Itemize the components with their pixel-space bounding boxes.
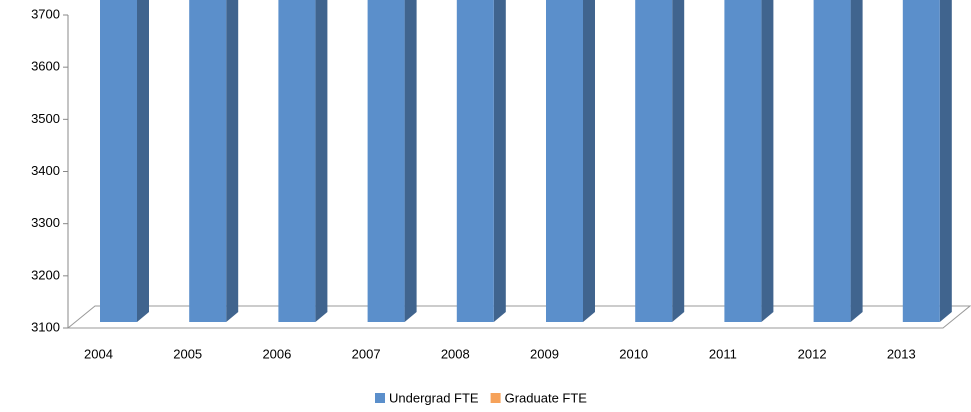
bar-segment <box>546 0 595 322</box>
bar-side <box>315 0 328 322</box>
bar-front <box>724 0 762 322</box>
x-tick-label: 2011 <box>709 346 737 361</box>
bar-side <box>226 0 239 322</box>
x-tick-label: 2005 <box>173 346 202 361</box>
bar-segment <box>189 0 239 322</box>
y-tick-label: 3500 <box>31 111 60 126</box>
x-tick-label: 2007 <box>352 346 381 361</box>
bar-side <box>404 0 417 322</box>
bar-segment <box>278 0 328 322</box>
bar-front <box>189 0 227 322</box>
bar-segment <box>635 0 685 322</box>
bar-segment <box>100 0 149 322</box>
bar-segment <box>813 0 863 322</box>
bar-side <box>672 0 685 322</box>
legend-swatch <box>490 393 501 403</box>
bar-front <box>367 0 405 322</box>
legend-swatch <box>375 393 385 403</box>
bar-front <box>546 0 583 322</box>
x-tick-label: 2013 <box>887 346 916 361</box>
bar-front <box>278 0 316 322</box>
y-tick-label: 3400 <box>31 163 60 178</box>
bar-segment <box>724 0 774 322</box>
bar-segment <box>456 0 506 322</box>
bar-segment <box>902 0 952 322</box>
bar-front <box>100 0 137 322</box>
bar-front <box>456 0 494 322</box>
y-tick-label: 3100 <box>31 319 60 334</box>
y-tick-label: 3700 <box>31 6 60 21</box>
x-tick-label: 2009 <box>530 346 559 361</box>
x-tick-label: 2012 <box>798 346 827 361</box>
bar-front <box>635 0 673 322</box>
y-tick-label: 3200 <box>31 267 60 282</box>
legend-label: Undergrad FTE <box>389 390 479 405</box>
bar-front <box>813 0 851 322</box>
bar-side <box>850 0 863 322</box>
x-tick-label: 2010 <box>619 346 648 361</box>
bar-side <box>493 0 506 322</box>
x-tick-label: 2004 <box>84 346 113 361</box>
bar-side <box>583 0 595 322</box>
bar-side <box>137 0 149 322</box>
bar-side <box>939 0 952 322</box>
floor <box>66 305 971 329</box>
y-tick-label: 3600 <box>31 59 60 74</box>
y-tick-label: 3300 <box>31 215 60 230</box>
bar-side <box>761 0 774 322</box>
x-tick-label: 2006 <box>262 346 291 361</box>
bar-segment <box>367 0 417 322</box>
legend-label: Graduate FTE <box>505 390 588 405</box>
bar-front <box>902 0 940 322</box>
x-tick-label: 2008 <box>441 346 470 361</box>
